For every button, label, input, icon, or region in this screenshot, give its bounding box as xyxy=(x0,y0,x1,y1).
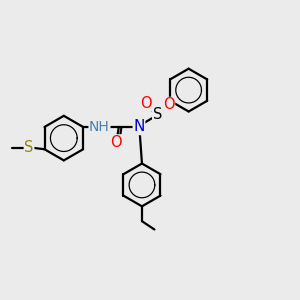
Text: N: N xyxy=(133,119,145,134)
Text: NH: NH xyxy=(89,120,110,134)
Text: O: O xyxy=(140,96,151,111)
Text: O: O xyxy=(111,135,122,150)
Text: O: O xyxy=(163,98,175,112)
Text: S: S xyxy=(153,107,162,122)
Text: S: S xyxy=(24,140,34,155)
